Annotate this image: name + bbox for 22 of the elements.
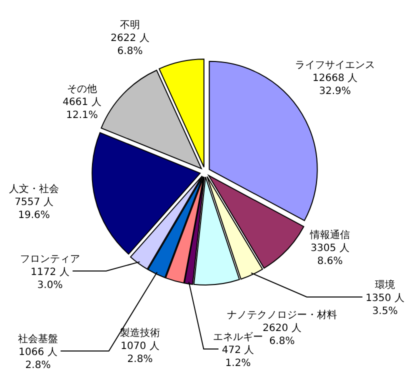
slice-label: ナノテクノロジー・材料: [227, 309, 337, 321]
slice-label: 製造技術: [120, 327, 160, 339]
slice-label: フロンティア: [20, 254, 80, 265]
data-label: 7557 人 19.6%: [14, 197, 54, 221]
data-label: 3305 人 8.6%: [310, 243, 350, 267]
data-label: 2622 人 6.8%: [110, 33, 150, 57]
data-label: 472 人 1.2%: [222, 345, 254, 369]
data-label: 1066 人 2.8%: [18, 347, 58, 371]
slice-label: 不明: [120, 20, 140, 31]
data-label: 4661 人 12.1%: [62, 97, 102, 121]
slice-label: ライフサイエンス: [295, 60, 375, 71]
data-label: 1172 人 3.0%: [30, 267, 70, 291]
data-label: 2620 人 6.8%: [262, 323, 302, 347]
slice-label: 社会基盤: [18, 333, 58, 345]
data-label: 1350 人 3.5%: [366, 293, 404, 317]
slice-label: 環境: [375, 279, 395, 291]
slice-label: エネルギー: [213, 331, 263, 343]
slice-label: その他: [67, 83, 97, 95]
data-label: 12668 人 32.9%: [312, 73, 358, 97]
slice-label: 情報通信: [309, 229, 350, 241]
slice-label: 人文・社会: [9, 183, 59, 195]
data-label: 1070 人 2.8%: [120, 341, 160, 365]
